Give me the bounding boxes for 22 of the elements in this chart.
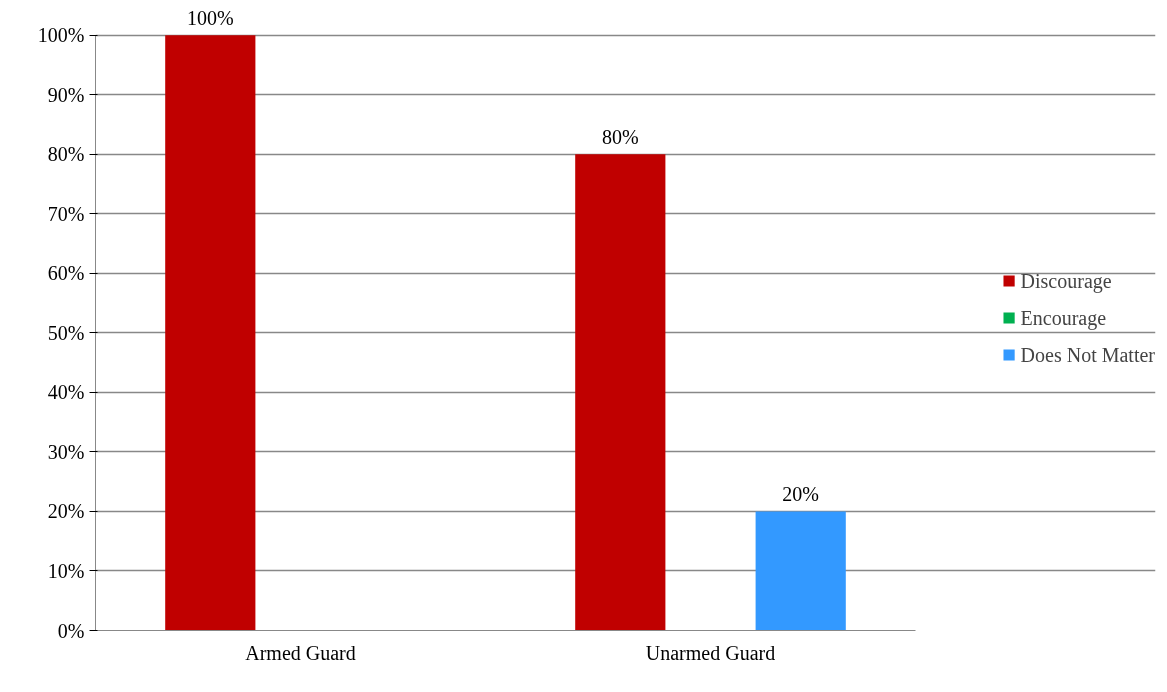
y-tick-label: 40% <box>47 381 85 404</box>
y-tick-label: 100% <box>37 24 85 47</box>
bar <box>755 511 846 631</box>
bar <box>575 154 666 631</box>
x-tick-label: Armed Guard <box>245 641 356 664</box>
y-tick-label: 0% <box>57 619 85 642</box>
legend-label: Encourage <box>1020 306 1107 329</box>
data-label: 80% <box>601 126 639 149</box>
legend-label: Discourage <box>1020 269 1112 292</box>
data-label: 100% <box>186 7 234 30</box>
bar <box>165 35 256 631</box>
y-tick-label: 20% <box>47 500 85 523</box>
legend-label: Does Not Matter <box>1020 343 1155 366</box>
y-tick-label: 10% <box>47 559 85 582</box>
y-tick-label: 60% <box>47 262 85 285</box>
y-tick-label: 90% <box>47 83 85 106</box>
x-tick-label: Unarmed Guard <box>645 641 776 664</box>
y-tick-label: 70% <box>47 202 85 225</box>
data-label: 20% <box>782 483 820 506</box>
y-tick-label: 80% <box>47 143 85 166</box>
y-tick-label: 50% <box>47 321 85 344</box>
y-tick-label: 30% <box>47 440 85 463</box>
